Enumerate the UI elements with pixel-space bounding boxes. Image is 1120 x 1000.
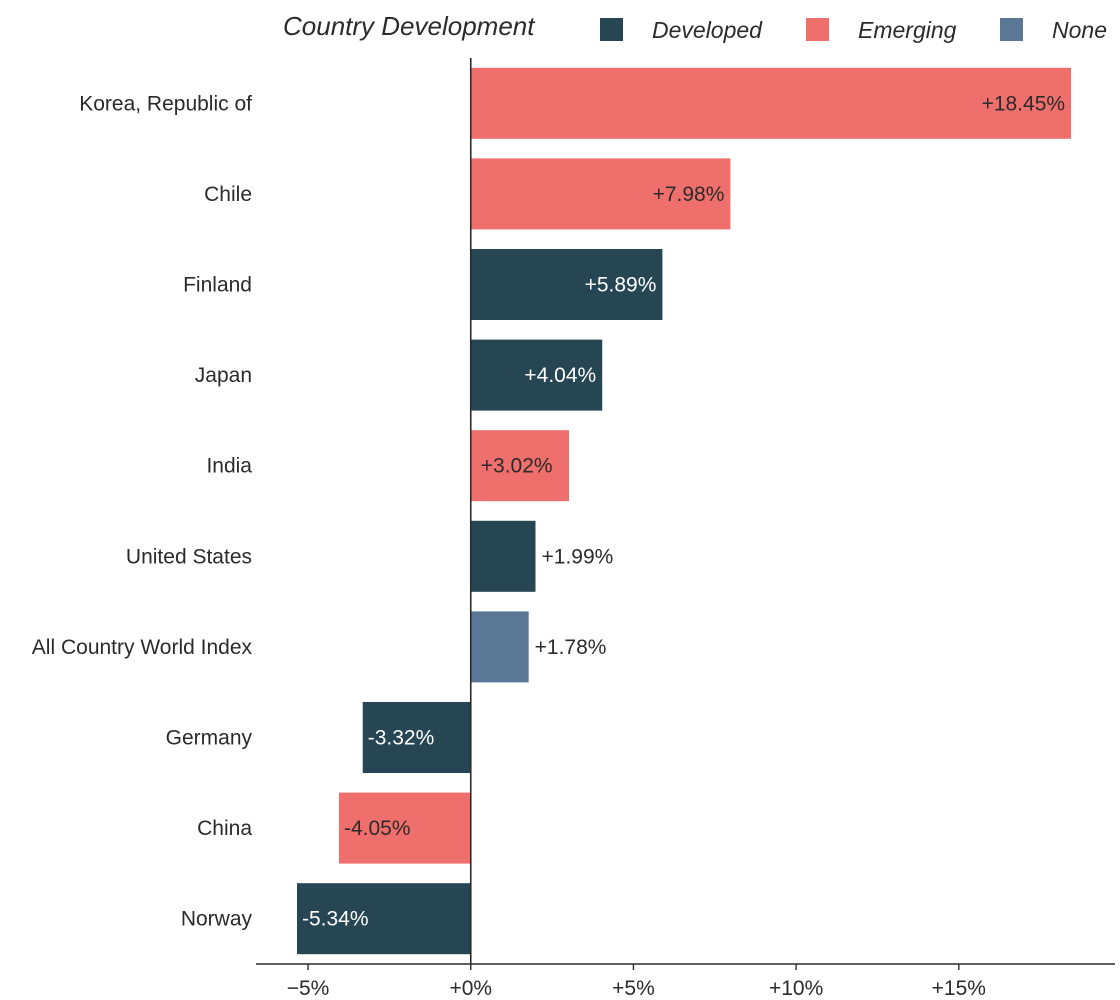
legend-entry-none: None xyxy=(1000,17,1107,43)
category-label-chile: Chile xyxy=(204,183,252,206)
bar-korea-republic-of xyxy=(470,67,1072,139)
category-label-korea-republic-of: Korea, Republic of xyxy=(79,92,252,115)
bar-all-country-world-index xyxy=(470,611,529,683)
bar-norway xyxy=(296,883,471,955)
legend-label-emerging: Emerging xyxy=(858,17,957,43)
category-label-finland: Finland xyxy=(183,274,252,297)
bar-india xyxy=(470,430,570,502)
x-tick-label: +5% xyxy=(612,977,655,1000)
x-tick-label: +15% xyxy=(932,977,986,1000)
category-label-norway: Norway xyxy=(181,908,253,931)
value-label-japan: +4.04% xyxy=(524,364,596,387)
bars-group xyxy=(296,67,1072,955)
bar-japan xyxy=(470,339,603,411)
legend-label-none: None xyxy=(1052,17,1107,43)
legend-entry-emerging: Emerging xyxy=(806,17,957,43)
value-label-all-country-world-index: +1.78% xyxy=(535,636,607,659)
value-label-chile: +7.98% xyxy=(653,183,725,206)
category-label-united-states: United States xyxy=(126,545,252,568)
value-label-finland: +5.89% xyxy=(585,274,657,297)
bar-china xyxy=(338,792,471,864)
bar-chile xyxy=(470,158,731,230)
category-labels: Korea, Republic of Chile Finland Japan India… xyxy=(32,92,253,930)
category-label-japan: Japan xyxy=(195,364,252,387)
bar-germany xyxy=(362,702,471,773)
legend-swatch-developed xyxy=(600,18,623,41)
category-label-india: India xyxy=(206,455,252,478)
category-label-china: China xyxy=(197,817,252,840)
bar-finland xyxy=(470,249,663,320)
legend-title: Country Development xyxy=(283,11,536,41)
x-tick-label: −5% xyxy=(287,977,330,1000)
legend-swatch-emerging xyxy=(806,18,829,41)
category-label-all-country-world-index: All Country World Index xyxy=(32,636,253,659)
x-tick-label: +0% xyxy=(449,977,492,1000)
legend-swatch-none xyxy=(1000,18,1023,41)
value-label-united-states: +1.99% xyxy=(542,545,614,568)
bar-united-states xyxy=(470,520,536,592)
legend-label-developed: Developed xyxy=(652,17,763,43)
x-tick-label: +10% xyxy=(769,977,823,1000)
value-label-china: -4.05% xyxy=(344,817,411,840)
value-label-india: +3.02% xyxy=(481,455,553,478)
value-label-korea-republic-of: +18.45% xyxy=(982,92,1066,115)
legend: Country Development Developed Emerging Non… xyxy=(283,11,1107,43)
value-labels: +18.45% +7.98% +5.89% +4.04% +3.02% +1.99% +1.… xyxy=(302,92,1065,930)
value-label-germany: -3.32% xyxy=(368,727,435,750)
legend-entry-developed: Developed xyxy=(600,17,763,43)
axes: −5% +0% +5% +10% +15% xyxy=(256,58,1115,1000)
category-label-germany: Germany xyxy=(166,727,253,750)
value-label-norway: -5.34% xyxy=(302,908,369,931)
